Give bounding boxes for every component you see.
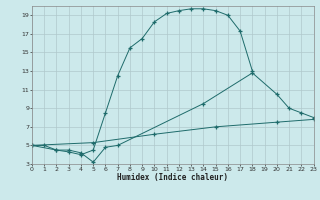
X-axis label: Humidex (Indice chaleur): Humidex (Indice chaleur) [117, 173, 228, 182]
